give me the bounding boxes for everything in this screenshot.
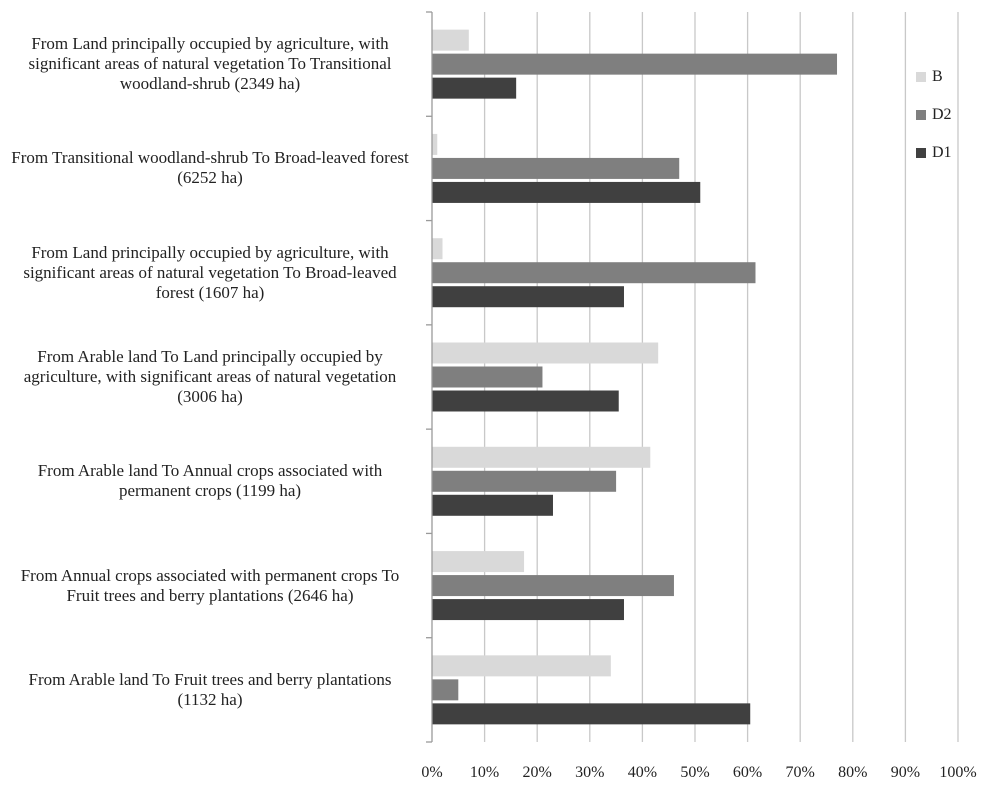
bar-d2-3 [432, 366, 543, 388]
category-label: From Arable land To Annual crops associa… [37, 461, 383, 501]
grid-lines [483, 12, 959, 742]
bar-b-3 [432, 342, 659, 364]
legend-swatch-d1 [916, 148, 926, 158]
bar-b-6 [432, 655, 611, 677]
bar-d1-1 [432, 181, 701, 203]
bar-d2-5 [432, 575, 674, 597]
legend: B D2 D1 [916, 58, 952, 172]
x-tick-label: 100% [939, 764, 976, 781]
bar-b-1 [432, 133, 438, 155]
bar-d2-0 [432, 53, 838, 75]
x-tick-label: 0% [421, 764, 442, 781]
x-tick-label: 10% [470, 764, 499, 781]
axes [426, 11, 433, 743]
x-tick-label: 80% [838, 764, 867, 781]
x-tick-label: 40% [628, 764, 657, 781]
bar-d2-1 [432, 157, 680, 179]
x-tick-label: 20% [523, 764, 552, 781]
legend-item-d1: D1 [916, 134, 952, 172]
x-tick-label: 60% [733, 764, 762, 781]
category-label: From Land principally occupied by agricu… [23, 242, 397, 302]
x-tick-label: 70% [786, 764, 815, 781]
bar-d1-2 [432, 286, 624, 308]
bars [432, 29, 838, 725]
x-tick-label: 50% [680, 764, 709, 781]
bar-d2-2 [432, 262, 756, 284]
bar-b-5 [432, 551, 525, 573]
category-label: From Land principally occupied by agricu… [28, 34, 392, 94]
category-label: From Transitional woodland-shrub To Broa… [11, 148, 409, 188]
category-label: From Arable land To Fruit trees and berr… [28, 669, 392, 709]
legend-swatch-b [916, 72, 926, 82]
x-tick-labels: 0% 10% 20% 30% 40% 50% 60% 70% 80% 90% 100% [421, 764, 976, 781]
category-label: From Arable land To Land principally occ… [23, 347, 397, 406]
legend-label-b: B [932, 68, 943, 85]
bar-d1-0 [432, 77, 517, 99]
bar-d2-6 [432, 679, 459, 701]
bar-d1-5 [432, 599, 624, 621]
legend-label-d1: D1 [932, 144, 952, 161]
x-tick-label: 30% [575, 764, 604, 781]
bar-d2-4 [432, 470, 617, 492]
category-label: From Annual crops associated with perman… [20, 565, 400, 605]
bar-b-0 [432, 29, 469, 51]
bar-b-4 [432, 446, 651, 468]
x-tick-label: 90% [891, 764, 920, 781]
bar-d1-3 [432, 390, 619, 412]
bar-d1-6 [432, 703, 751, 725]
legend-swatch-d2 [916, 110, 926, 120]
legend-label-d2: D2 [932, 106, 952, 123]
legend-item-d2: D2 [916, 96, 952, 134]
legend-item-b: B [916, 58, 952, 96]
bar-b-2 [432, 238, 443, 260]
bar-d1-4 [432, 494, 553, 516]
